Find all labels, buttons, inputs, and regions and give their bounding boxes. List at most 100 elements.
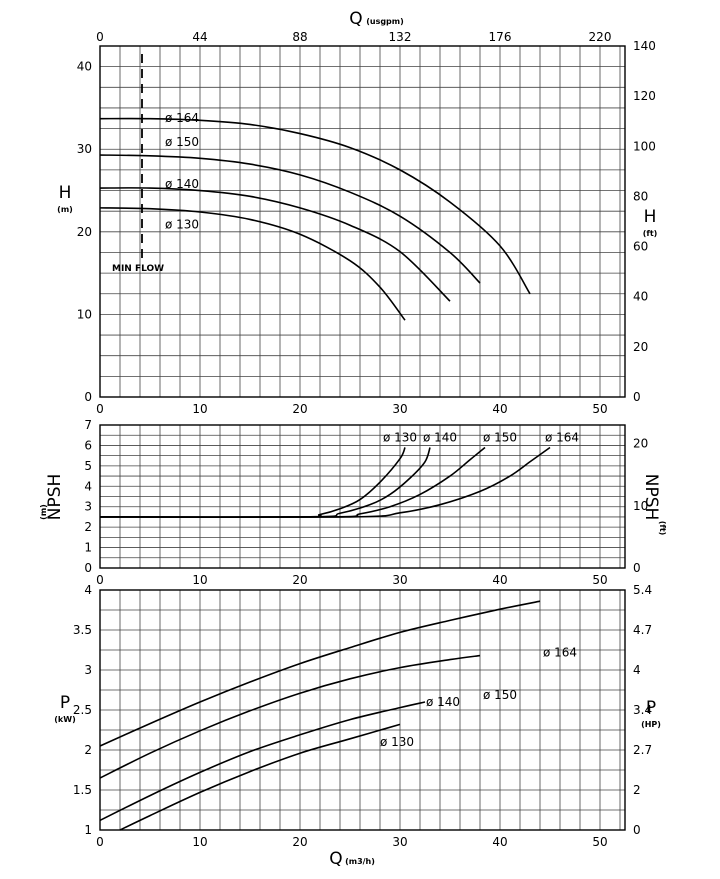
head-right-axis-label: H: [644, 207, 657, 227]
power-series-label: ø 140: [426, 695, 460, 709]
head-x-tick: 50: [592, 402, 607, 416]
head-y-right-tick: 20: [633, 340, 648, 354]
head-x-tick: 20: [292, 402, 307, 416]
head-y-left-tick: 10: [77, 307, 92, 321]
power-right-axis-label: P: [646, 698, 656, 718]
npsh-y-left-tick: 5: [84, 459, 92, 473]
power-y-right-tick: 4.7: [633, 623, 652, 637]
power-y-left-tick: 1: [84, 823, 92, 837]
head-y-left-tick: 0: [84, 390, 92, 404]
head-curve-130: [99, 207, 406, 321]
power-curve-140: [99, 701, 426, 822]
power-y-right-tick: 2: [633, 783, 641, 797]
top-axis-unit: (usgpm): [366, 17, 404, 26]
power-curve-130: [119, 723, 401, 831]
power-x-tick: 20: [292, 835, 307, 849]
power-curve-150: [99, 654, 481, 779]
power-series-label: ø 164: [543, 645, 577, 659]
npsh-series-label: ø 130: [383, 430, 417, 444]
head-y-right-tick: 140: [633, 39, 656, 53]
head-x-tick: 40: [492, 402, 507, 416]
power-y-left-tick: 2: [84, 743, 92, 757]
head-left-axis-label: H: [59, 183, 72, 203]
npsh-y-right-tick: 20: [633, 437, 648, 451]
power-x-tick: 0: [96, 835, 104, 849]
power-right-axis-unit: (HP): [641, 720, 661, 729]
head-series-label: ø 140: [165, 177, 199, 191]
npsh-series-label: ø 140: [423, 430, 457, 444]
head-right-axis-unit: (ft): [643, 229, 658, 238]
npsh-grid: [99, 424, 625, 569]
npsh-x-tick: 0: [96, 573, 104, 587]
power-series-label: ø 130: [380, 735, 414, 749]
npsh-series-label: ø 164: [545, 430, 579, 444]
npsh-right-axis-label: NPSH: [641, 474, 661, 521]
head-y-left-tick: 20: [77, 225, 92, 239]
head-x-top-tick: 0: [96, 30, 104, 44]
power-y-right-tick: 4: [633, 663, 641, 677]
power-y-left-tick: 3.5: [73, 623, 92, 637]
npsh-y-left-tick: 2: [84, 520, 92, 534]
npsh-x-tick: 40: [492, 573, 507, 587]
npsh-frame: [99, 424, 626, 569]
power-left-axis-label: P: [60, 693, 70, 713]
npsh-left-axis-label: NPSH: [45, 474, 65, 521]
npsh-y-left-tick: 6: [84, 438, 92, 452]
npsh-x-tick: 50: [592, 573, 607, 587]
power-frame: [99, 589, 626, 831]
head-series-label: ø 150: [165, 135, 199, 149]
power-y-left-tick: 2.5: [73, 703, 92, 717]
npsh-y-right-tick: 0: [633, 561, 641, 575]
npsh-right-axis-unit: (ft): [658, 521, 667, 536]
npsh-x-tick: 20: [292, 573, 307, 587]
min-flow-label: MIN FLOW: [112, 264, 164, 274]
head-x-top-tick: 44: [192, 30, 207, 44]
power-grid: [99, 589, 625, 831]
npsh-y-left-tick: 4: [84, 479, 92, 493]
power-x-tick: 30: [392, 835, 407, 849]
head-y-right-tick: 100: [633, 139, 656, 153]
head-series-label: ø 164: [165, 111, 199, 125]
power-y-right-tick: 2.7: [633, 743, 652, 757]
head-frame: [99, 45, 626, 398]
head-y-right-tick: 120: [633, 89, 656, 103]
npsh-series-label: ø 150: [483, 430, 517, 444]
top-axis-label: Q: [349, 9, 362, 29]
head-x-top-tick: 220: [589, 30, 612, 44]
head-curve-140: [99, 187, 451, 302]
npsh-x-tick: 10: [192, 573, 207, 587]
power-curve-164: [99, 600, 541, 747]
head-y-left-tick: 40: [77, 60, 92, 74]
power-y-left-tick: 4: [84, 583, 92, 597]
npsh-y-left-tick: 0: [84, 561, 92, 575]
head-y-left-tick: 30: [77, 142, 92, 156]
head-x-tick: 0: [96, 402, 104, 416]
npsh-left-axis-unit: (m): [39, 504, 48, 520]
npsh-x-tick: 30: [392, 573, 407, 587]
head-x-tick: 30: [392, 402, 407, 416]
power-y-left-tick: 3: [84, 663, 92, 677]
power-left-axis-unit: (kW): [54, 715, 75, 724]
head-x-tick: 10: [192, 402, 207, 416]
head-x-top-tick: 176: [489, 30, 512, 44]
power-y-right-tick: 3.4: [633, 703, 652, 717]
head-panel: 0 10 20 30 40 50 0 10 20 30 40 0 20 40 60 80 100 120 140 0 4…: [57, 9, 657, 416]
bottom-axis-label: Q: [329, 849, 342, 869]
power-y-right-tick: 5.4: [633, 583, 652, 597]
head-x-top-tick: 88: [292, 30, 307, 44]
head-y-right-tick: 60: [633, 240, 648, 254]
head-y-right-tick: 80: [633, 189, 648, 203]
power-series-label: ø 150: [483, 688, 517, 702]
bottom-axis-unit: (m3/h): [345, 857, 375, 866]
power-panel: 0 10 20 30 40 5011.522.533.54022.73.444.75.4P…: [54, 583, 661, 869]
power-x-tick: 40: [492, 835, 507, 849]
npsh-y-left-tick: 3: [84, 500, 92, 514]
power-y-left-tick: 1.5: [73, 783, 92, 797]
head-y-right-tick: 0: [633, 390, 641, 404]
head-x-top-tick: 132: [389, 30, 412, 44]
head-curve-164: [99, 117, 531, 295]
head-y-right-tick: 40: [633, 290, 648, 304]
npsh-y-left-tick: 1: [84, 541, 92, 555]
